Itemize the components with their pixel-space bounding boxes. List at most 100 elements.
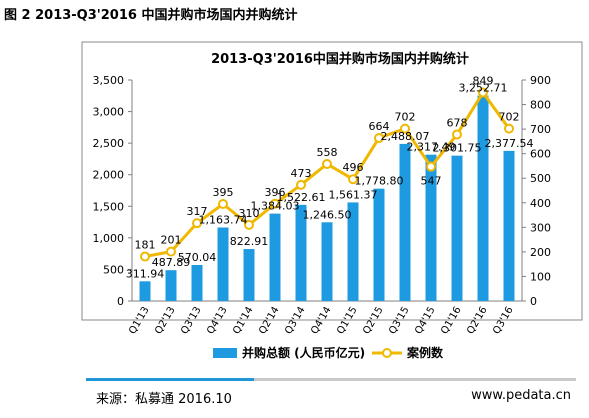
line-point xyxy=(270,198,280,209)
bar-data-label: 2,301.75 xyxy=(433,142,482,155)
chart-title: 2013-Q3'2016中国并购市场国内并购统计 xyxy=(211,51,469,67)
bar-data-label: 822.91 xyxy=(230,235,269,248)
x-tick-label: Q4'14 xyxy=(309,305,333,336)
y-right-tick-label: 700 xyxy=(530,123,551,136)
legend-label-line: 案例数 xyxy=(406,345,444,360)
y-left-tick-label: 500 xyxy=(103,263,124,276)
y-right-tick-label: 400 xyxy=(530,197,551,210)
line-point xyxy=(348,174,358,185)
y-left-tick-label: 1,500 xyxy=(93,200,125,213)
bar-data-label: 2,317.49 xyxy=(407,141,456,154)
y-right-tick-label: 500 xyxy=(530,172,551,185)
line-data-label: 181 xyxy=(135,239,156,252)
line-data-label: 473 xyxy=(291,167,312,180)
bar-data-label: 2,488.07 xyxy=(381,130,430,143)
chart-legend: 并购总额 (人民币亿元) 案例数 xyxy=(213,345,444,360)
plot-area: 0 500 1,000 1,500 2,000 2,500 3,000 3,500 0 100 20… xyxy=(93,74,552,336)
line-data-label: 558 xyxy=(317,146,338,159)
x-tick-label: Q2'13 xyxy=(153,305,177,336)
x-tick-label: Q3'13 xyxy=(179,305,203,336)
x-tick-label: Q1'14 xyxy=(231,305,255,336)
bar-data-label: 3,252.71 xyxy=(459,82,508,95)
bar-data-label: 1,163.74 xyxy=(199,214,248,227)
line-point xyxy=(296,179,306,190)
line-data-label: 310 xyxy=(239,207,260,220)
bar xyxy=(477,95,489,301)
bar xyxy=(269,213,281,301)
bar xyxy=(217,227,229,301)
line-point xyxy=(244,219,254,230)
legend-label-bar: 并购总额 (人民币亿元) xyxy=(242,345,365,360)
legend-swatch-marker xyxy=(382,348,392,358)
x-tick-label: Q1'15 xyxy=(335,305,359,336)
y-right-tick-label: 100 xyxy=(530,270,551,283)
line-point xyxy=(452,129,462,140)
bar xyxy=(321,222,333,301)
y-right-tick-label: 300 xyxy=(530,221,551,234)
line-data-label: 702 xyxy=(395,111,416,124)
y-right-tick-label: 200 xyxy=(530,246,551,259)
line-data-label: 664 xyxy=(369,120,390,133)
y-left-tick-label: 0 xyxy=(117,295,124,308)
line-data-label: 317 xyxy=(187,205,208,218)
footer-divider xyxy=(86,378,576,381)
line-data-label: 396 xyxy=(265,186,286,199)
x-tick-label: Q3'14 xyxy=(283,305,307,336)
y-left-tick-label: 1,000 xyxy=(93,232,125,245)
x-tick-label: Q4'15 xyxy=(413,305,437,336)
line-point xyxy=(192,218,202,229)
line-data-label: 849 xyxy=(473,75,494,88)
y-left-tick-label: 3,000 xyxy=(93,106,125,119)
bar-data-label: 1,246.50 xyxy=(303,208,352,221)
line-data-label: 678 xyxy=(447,117,468,130)
x-tick-label: Q1'16 xyxy=(439,305,463,336)
line-point xyxy=(218,199,228,210)
line-data-label: 201 xyxy=(161,234,182,247)
x-tick-label: Q2'14 xyxy=(257,305,281,336)
line-point xyxy=(166,246,176,257)
y-right-tick-label: 0 xyxy=(530,295,537,308)
x-tick-label: Q1'13 xyxy=(127,305,151,336)
bar-data-label: 2,377.54 xyxy=(485,137,534,150)
x-tick-label: Q2'16 xyxy=(465,305,489,336)
bar xyxy=(295,204,307,301)
line-point xyxy=(322,158,332,169)
bar-data-label: 487.89 xyxy=(152,256,191,269)
bar xyxy=(347,202,359,301)
x-tick-label: Q3'15 xyxy=(387,305,411,336)
y-left-tick-label: 2,000 xyxy=(93,169,125,182)
bar xyxy=(451,155,463,301)
footer-divider-accent xyxy=(86,378,254,381)
line-point xyxy=(140,251,150,262)
line-data-label: 395 xyxy=(213,186,234,199)
line-point xyxy=(374,132,384,143)
line-data-label: 496 xyxy=(343,161,364,174)
bar xyxy=(399,143,411,301)
y-left-tick-label: 2,500 xyxy=(93,137,125,150)
y-right-tick-label: 600 xyxy=(530,148,551,161)
line-point xyxy=(478,87,488,98)
site-url[interactable]: www.pedata.cn xyxy=(471,388,571,403)
bar-data-label: 1,522.61 xyxy=(277,191,326,204)
x-tick-label: Q3'16 xyxy=(491,305,515,336)
bar-data-label: 311.94 xyxy=(126,267,165,280)
legend-swatch-bar xyxy=(213,348,237,358)
bar xyxy=(373,188,385,301)
line-point xyxy=(426,161,436,172)
y-right-tick-label: 900 xyxy=(530,74,551,87)
y-right-tick-label: 800 xyxy=(530,99,551,112)
line-data-label: 702 xyxy=(499,111,520,124)
bar xyxy=(503,150,515,301)
bar-data-label: 1,561.37 xyxy=(329,188,378,201)
x-tick-label: Q2'15 xyxy=(361,305,385,336)
bar-data-label: 1,384.03 xyxy=(251,200,300,213)
line-point xyxy=(400,123,410,134)
bar xyxy=(139,281,151,301)
line-data-label: 547 xyxy=(421,175,442,188)
source-note: 来源：私募通 2016.10 xyxy=(96,392,232,407)
figure-caption: 图 2 2013-Q3'2016 中国并购市场国内并购统计 xyxy=(4,8,298,23)
x-tick-label: Q4'13 xyxy=(205,305,229,336)
bar xyxy=(165,270,177,301)
bar xyxy=(243,249,255,301)
